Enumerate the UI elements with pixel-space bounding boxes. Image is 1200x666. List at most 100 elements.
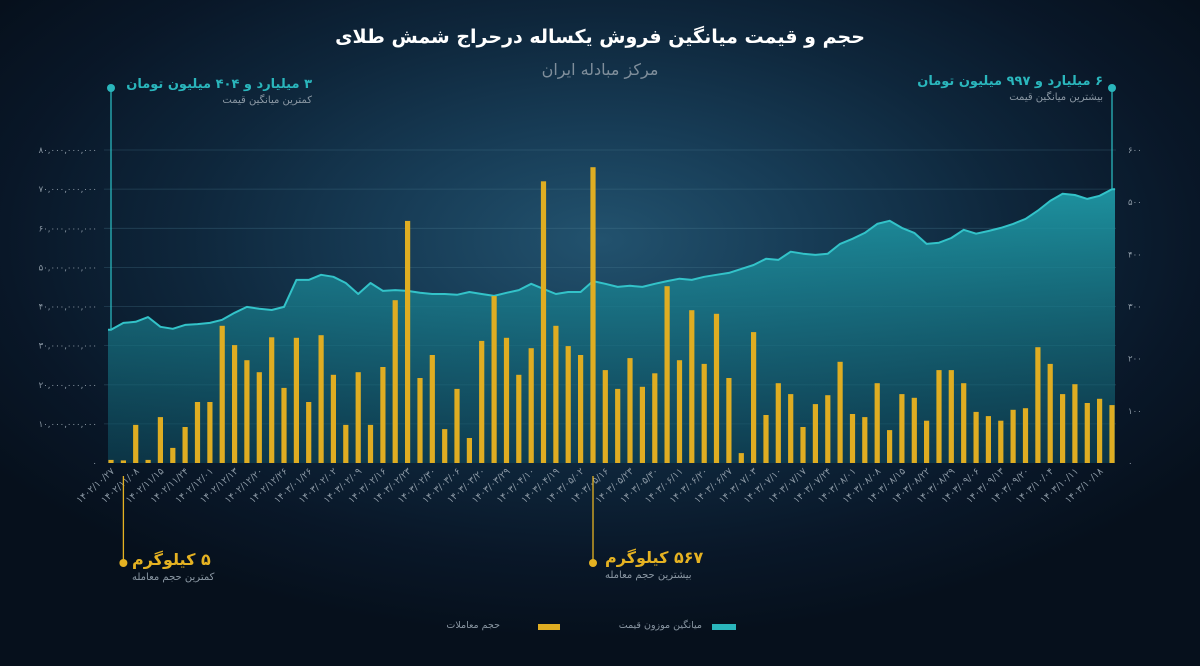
min-price-annotation: ۳ میلیارد و ۴۰۴ میلیون تومان کمترین میان… (102, 76, 312, 108)
bar-mark (849, 414, 856, 463)
bar-mark (442, 429, 448, 463)
bar-mark (454, 388, 460, 463)
bar-mark (355, 372, 361, 463)
volume-series (108, 167, 1115, 464)
y-left-tick-label: ۰ (92, 459, 97, 469)
bar-mark (120, 460, 126, 463)
y-left-tick-label: ۴۰,۰۰۰,۰۰۰,۰۰۰ (39, 303, 97, 313)
y-right-tick-label: ۲۰۰ (1128, 355, 1142, 365)
bar-mark (1084, 403, 1090, 463)
bar-mark (170, 447, 176, 463)
y-right-tick-label: ۶۰۰ (1128, 146, 1142, 156)
legend-swatch-price (712, 624, 736, 630)
max-price-value: ۶ میلیارد و ۹۹۷ میلیون تومان (917, 74, 1103, 89)
bar-mark (417, 378, 423, 463)
bar-mark (466, 438, 472, 463)
bar-mark (232, 345, 238, 463)
bar-mark (825, 395, 831, 463)
bar-mark (973, 411, 979, 463)
bar-mark (652, 373, 658, 463)
y-right-tick-label: ۴۰۰ (1128, 250, 1142, 260)
max-volume-caption: بیشترین حجم معامله (605, 570, 692, 581)
bar-mark (627, 358, 633, 463)
bar-mark (1072, 384, 1078, 463)
bar-mark (874, 383, 880, 463)
bar-mark (516, 374, 522, 463)
max-volume-marker-dot (589, 559, 597, 567)
bar-mark (306, 402, 312, 463)
annotation-markers (107, 84, 1116, 567)
bar-mark (145, 459, 151, 463)
min-volume-annotation: ۵ کیلوگرم کمترین حجم معامله (132, 549, 272, 585)
bar-mark (293, 337, 299, 463)
bar-mark (887, 430, 893, 463)
bar-mark (528, 348, 534, 463)
bar-mark (1060, 394, 1066, 463)
bar-mark (269, 337, 275, 463)
bar-mark (590, 167, 596, 463)
bar-mark (936, 370, 942, 463)
bar-mark (701, 363, 707, 463)
y-left-tick-label: ۲۰,۰۰۰,۰۰۰,۰۰۰ (39, 381, 97, 391)
bar-mark (578, 355, 584, 463)
bar-mark (318, 335, 324, 463)
max-price-annotation: ۶ میلیارد و ۹۹۷ میلیون تومان بیشترین میا… (893, 73, 1103, 105)
bar-mark (948, 370, 954, 463)
bar-mark (1047, 363, 1053, 463)
bar-mark (194, 402, 201, 463)
bar-mark (837, 361, 843, 463)
bar-mark (602, 370, 608, 463)
max-price-marker-dot (1108, 84, 1116, 92)
bar-mark (788, 394, 794, 463)
min-volume-value: ۵ کیلوگرم (132, 550, 211, 569)
bar-mark (108, 459, 114, 463)
y-right-tick-label: ۰ (1128, 459, 1133, 469)
bar-mark (676, 360, 683, 463)
bar-mark (256, 372, 262, 463)
bar-mark (367, 424, 374, 463)
bar-mark (615, 388, 621, 463)
y-left-tick-label: ۸۰,۰۰۰,۰۰۰,۰۰۰ (39, 146, 97, 156)
bar-mark (330, 374, 336, 463)
max-volume-annotation: ۵۶۷ کیلوگرم بیشترین حجم معامله (605, 547, 745, 583)
bar-mark (392, 300, 398, 463)
bar-mark (899, 394, 905, 463)
y-left-tick-label: ۳۰,۰۰۰,۰۰۰,۰۰۰ (39, 342, 97, 352)
bar-mark (713, 313, 720, 463)
legend-swatch-volume (538, 624, 560, 630)
y-right-tick-label: ۵۰۰ (1128, 198, 1142, 208)
y-left-tick-label: ۵۰,۰۰۰,۰۰۰,۰۰۰ (39, 263, 97, 273)
bar-mark (405, 220, 411, 463)
bar-mark (343, 424, 349, 463)
legend-label-volume: حجم معاملات (446, 620, 500, 631)
bar-mark (553, 325, 559, 463)
bar-mark (985, 416, 991, 463)
bar-mark (1010, 409, 1016, 463)
price-line (108, 188, 1115, 331)
bar-mark (726, 378, 732, 463)
bar-mark (862, 417, 868, 463)
bar-mark (924, 420, 930, 463)
bar-mark (380, 367, 386, 463)
bar-mark (281, 387, 287, 463)
bar-mark (738, 453, 744, 463)
bar-mark (503, 337, 510, 463)
min-price-caption: کمترین میانگین قیمت (222, 95, 312, 106)
bar-mark (479, 340, 485, 463)
bar-mark (689, 310, 695, 463)
bar-mark (133, 424, 139, 463)
min-price-value: ۳ میلیارد و ۴۰۴ میلیون تومان (126, 77, 312, 92)
max-volume-value: ۵۶۷ کیلوگرم (605, 548, 704, 567)
bar-mark (775, 383, 781, 463)
bar-mark (157, 417, 163, 463)
bar-mark (800, 427, 806, 463)
y-left-tick-label: ۷۰,۰۰۰,۰۰۰,۰۰۰ (39, 185, 97, 195)
min-volume-caption: کمترین حجم معامله (132, 572, 215, 583)
bar-mark (491, 296, 497, 463)
chart-title: حجم و قیمت میانگین فروش یکساله درحراج شم… (335, 26, 865, 48)
bar-mark (429, 355, 435, 463)
bar-mark (182, 427, 188, 463)
bar-mark (812, 404, 818, 463)
bar-mark (911, 397, 917, 463)
